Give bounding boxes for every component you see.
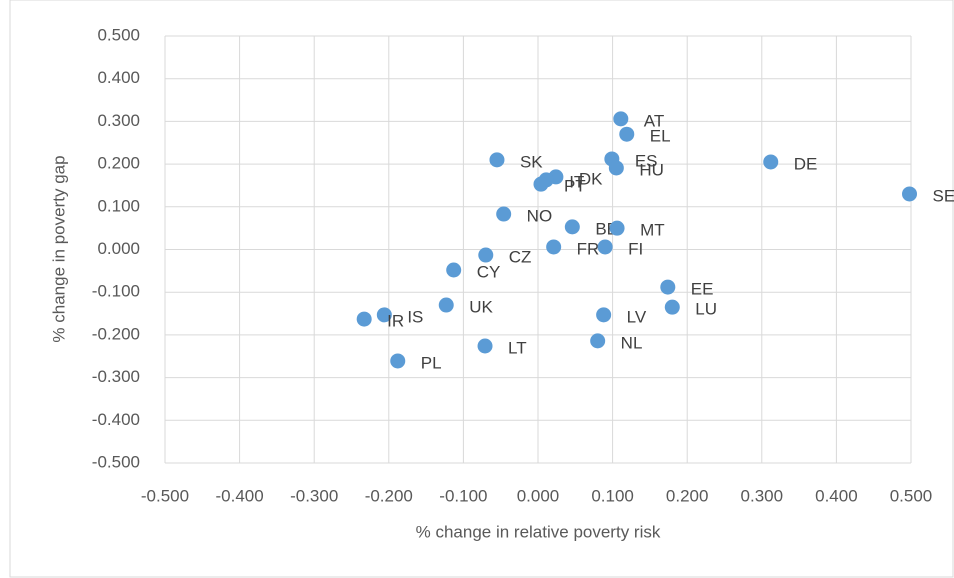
point-label: SE [933, 186, 954, 205]
x-tick-label: 0.200 [666, 486, 709, 505]
point-label: AT [644, 111, 664, 130]
point [477, 338, 493, 354]
y-tick-label: -0.100 [92, 282, 140, 301]
point [438, 297, 454, 313]
x-tick-label: 0.300 [741, 486, 784, 505]
point [496, 206, 512, 222]
point [546, 239, 562, 255]
point [660, 279, 676, 295]
point-label: EE [691, 280, 714, 299]
y-tick-label: -0.300 [92, 367, 140, 386]
y-tick-label: 0.100 [97, 196, 140, 215]
y-tick-label: 0.000 [97, 239, 140, 258]
point [619, 126, 635, 142]
point [356, 311, 372, 327]
point [533, 176, 549, 192]
point-label: DK [579, 169, 603, 188]
x-tick-label: -0.500 [141, 486, 189, 505]
point-label: LV [627, 307, 647, 326]
point [902, 186, 918, 202]
point [608, 160, 624, 176]
y-tick-label: -0.500 [92, 452, 140, 471]
point-label: CY [477, 262, 501, 281]
point [664, 299, 680, 315]
point-label: NL [621, 333, 643, 352]
point [390, 353, 406, 369]
point [596, 307, 612, 323]
point [564, 219, 580, 235]
y-axis-title: % change in poverty gap [49, 155, 68, 342]
point-label: LU [695, 300, 717, 319]
x-tick-label: -0.100 [439, 486, 487, 505]
point [613, 111, 629, 127]
point-label: PL [421, 353, 442, 372]
point [376, 307, 392, 323]
point [763, 154, 779, 170]
point [597, 239, 613, 255]
y-tick-label: -0.400 [92, 410, 140, 429]
chart-frame [9, 0, 954, 578]
point-label: FI [628, 239, 643, 258]
point [478, 247, 494, 263]
point-label: MT [640, 221, 665, 240]
point [609, 220, 625, 236]
point-label: CZ [509, 248, 532, 267]
x-axis-title: % change in relative poverty risk [416, 522, 661, 541]
point-label: LT [508, 338, 527, 357]
x-tick-label: 0.500 [890, 486, 933, 505]
point-label: NO [527, 207, 553, 226]
point [446, 262, 462, 278]
point [590, 333, 606, 349]
point-label: IR [387, 312, 404, 331]
point-label: FR [577, 239, 600, 258]
x-tick-label: -0.300 [290, 486, 338, 505]
point-label: EL [650, 127, 671, 146]
point-label: HU [639, 160, 664, 179]
point-label: PT [564, 177, 586, 196]
y-tick-label: 0.400 [97, 68, 140, 87]
point-label: IT [569, 172, 584, 191]
x-tick-label: 0.100 [591, 486, 634, 505]
x-tick-label: 0.000 [517, 486, 560, 505]
x-tick-label: -0.200 [365, 486, 413, 505]
point-label: IS [407, 307, 423, 326]
y-tick-label: -0.200 [92, 324, 140, 343]
x-tick-label: 0.400 [815, 486, 858, 505]
y-tick-label: 0.300 [97, 111, 140, 130]
y-tick-label: 0.500 [97, 25, 140, 44]
point-label: SK [520, 152, 543, 171]
point-label: DE [794, 154, 818, 173]
point-label: UK [469, 297, 493, 316]
point [489, 152, 505, 168]
y-tick-label: 0.200 [97, 154, 140, 173]
x-tick-label: -0.400 [215, 486, 263, 505]
point-label: ES [635, 151, 658, 170]
